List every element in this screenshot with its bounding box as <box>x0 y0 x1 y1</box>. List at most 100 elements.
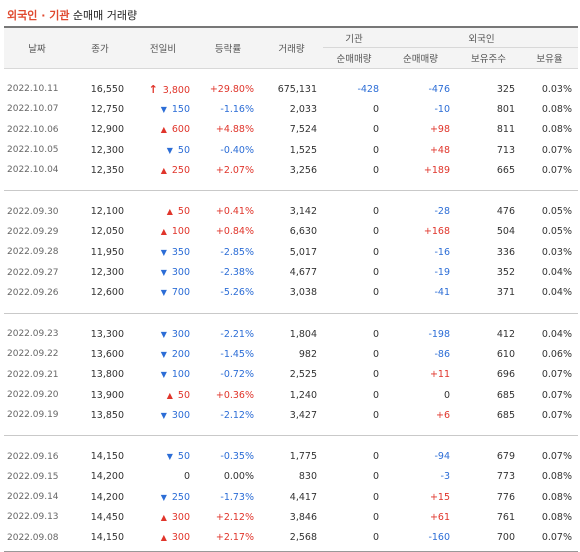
change-value: 150 <box>171 103 190 115</box>
cell-close: 14,450 <box>90 511 124 523</box>
cell-close: 12,300 <box>90 267 124 279</box>
table-row: 2022.10.05 12,300 ▼ 50 -0.40% 1,525 0 +48 713 0.0… <box>4 140 578 160</box>
cell-volume: 1,240 <box>289 389 317 401</box>
cell-holdings: 610 <box>496 348 515 360</box>
cell-holding-ratio: 0.07% <box>541 164 573 176</box>
cell-holdings: 700 <box>496 532 515 544</box>
table-row: 2022.09.30 12,100 ▲ 50 +0.41% 3,142 0 -28 476 0.0… <box>4 201 578 221</box>
cell-rate: -5.26% <box>220 287 254 299</box>
cell-rate: +0.36% <box>215 389 254 401</box>
cell-inst-net: 0 <box>372 144 379 156</box>
table-row: 2022.09.20 13,900 ▲ 50 +0.36% 1,240 0 0 685 0.07% <box>4 385 578 405</box>
col-close: 종가 <box>70 26 130 69</box>
cell-inst-net: 0 <box>372 511 379 523</box>
cell-holding-ratio: 0.07% <box>541 409 573 421</box>
cell-holding-ratio: 0.07% <box>541 532 573 544</box>
cell-close: 12,750 <box>90 103 124 115</box>
cell-foreign-net: -10 <box>434 103 450 115</box>
cell-foreign-net: +189 <box>423 164 450 176</box>
cell-rate: +2.17% <box>215 532 254 544</box>
cell-holding-ratio: 0.08% <box>541 511 573 523</box>
col-holding-ratio: 보유율 <box>521 47 579 69</box>
cell-date: 2022.10.05 <box>7 145 59 156</box>
down-arrow-icon: ▼ <box>160 349 167 359</box>
group-spacer <box>4 69 578 80</box>
down-arrow-icon: ▼ <box>166 452 173 462</box>
cell-holdings: 696 <box>496 369 515 381</box>
cell-foreign-net: 0 <box>443 389 450 401</box>
cell-close: 14,200 <box>90 491 124 503</box>
cell-date: 2022.09.28 <box>7 247 59 258</box>
cell-holding-ratio: 0.03% <box>541 246 573 258</box>
cell-change: ▲ 50 <box>130 201 196 221</box>
change-value: 50 <box>177 144 190 156</box>
cell-inst-net: -428 <box>357 83 379 95</box>
cell-inst-net: 0 <box>372 246 379 258</box>
cell-date: 2022.09.16 <box>7 451 59 462</box>
group-foreigner: 외국인 <box>385 26 579 48</box>
cell-rate: +0.41% <box>215 206 254 218</box>
change-value: 300 <box>171 267 190 279</box>
cell-holding-ratio: 0.04% <box>541 267 573 279</box>
cell-volume: 982 <box>298 348 317 360</box>
table-row: 2022.10.11 16,550 ↑ 3,800 +29.80% 675,131 -428… <box>4 79 578 99</box>
cell-change: ▼ 350 <box>130 242 196 262</box>
cell-holding-ratio: 0.08% <box>541 491 573 503</box>
up-arrow-icon: ▲ <box>160 125 167 135</box>
cell-volume: 2,568 <box>289 532 317 544</box>
group-divider <box>4 180 579 192</box>
cell-date: 2022.09.27 <box>7 267 59 278</box>
cell-date: 2022.09.20 <box>7 390 59 400</box>
cell-close: 13,900 <box>90 389 124 401</box>
cell-close: 12,350 <box>90 164 124 176</box>
cell-holdings: 685 <box>496 389 515 401</box>
cell-volume: 3,427 <box>289 409 317 421</box>
cell-volume: 1,525 <box>289 144 317 156</box>
change-value: 0 <box>183 471 190 483</box>
cell-close: 13,300 <box>90 328 124 340</box>
cell-change: ▼ 100 <box>130 365 196 385</box>
group-divider <box>4 302 579 314</box>
cell-date: 2022.09.19 <box>7 410 59 421</box>
cell-close: 13,600 <box>90 348 124 360</box>
cell-foreign-net: -28 <box>434 206 450 218</box>
cell-holdings: 761 <box>496 511 515 523</box>
cell-holding-ratio: 0.05% <box>541 226 573 238</box>
up-arrow-icon: ▲ <box>166 207 173 217</box>
cell-change: ▼ 250 <box>130 487 196 507</box>
cell-rate: +2.12% <box>215 511 254 523</box>
cell-change: ▲ 300 <box>130 528 196 548</box>
change-value: 700 <box>171 287 190 299</box>
cell-inst-net: 0 <box>372 532 379 544</box>
cell-foreign-net: +61 <box>429 511 450 523</box>
cell-holdings: 352 <box>496 267 515 279</box>
cell-date: 2022.09.26 <box>7 287 59 298</box>
cell-foreign-net: -198 <box>428 328 450 340</box>
cell-change: ▼ 300 <box>130 324 196 344</box>
cell-date: 2022.09.22 <box>7 349 59 360</box>
cell-volume: 3,142 <box>289 206 317 218</box>
table-row: 2022.09.27 12,300 ▼ 300 -2.38% 4,677 0 -19 352 0.… <box>4 262 578 282</box>
table-row: 2022.09.21 13,800 ▼ 100 -0.72% 2,525 0 +11 696 0.… <box>4 365 578 385</box>
cell-inst-net: 0 <box>372 206 379 218</box>
cell-volume: 675,131 <box>277 83 317 95</box>
cell-inst-net: 0 <box>372 267 379 279</box>
cell-date: 2022.10.04 <box>7 165 59 176</box>
cell-close: 12,300 <box>90 144 124 156</box>
cell-rate: +2.07% <box>215 164 254 176</box>
change-value: 300 <box>171 328 190 340</box>
cell-date: 2022.09.14 <box>7 492 59 503</box>
cell-holdings: 713 <box>496 144 515 156</box>
cell-date: 2022.09.08 <box>7 532 59 543</box>
up-arrow-icon: ▲ <box>160 227 167 237</box>
cell-change: 0 <box>130 467 196 487</box>
cell-rate: +4.88% <box>215 124 254 136</box>
table-row: 2022.09.26 12,600 ▼ 700 -5.26% 3,038 0 -41 371 0.… <box>4 283 578 303</box>
cell-close: 13,800 <box>90 369 124 381</box>
cell-volume: 2,525 <box>289 369 317 381</box>
cell-date: 2022.09.23 <box>7 329 59 340</box>
cell-date: 2022.09.30 <box>7 206 59 217</box>
table-row: 2022.09.14 14,200 ▼ 250 -1.73% 4,417 0 +15 776 0.… <box>4 487 578 507</box>
cell-inst-net: 0 <box>372 124 379 136</box>
cell-rate: -2.21% <box>220 328 254 340</box>
